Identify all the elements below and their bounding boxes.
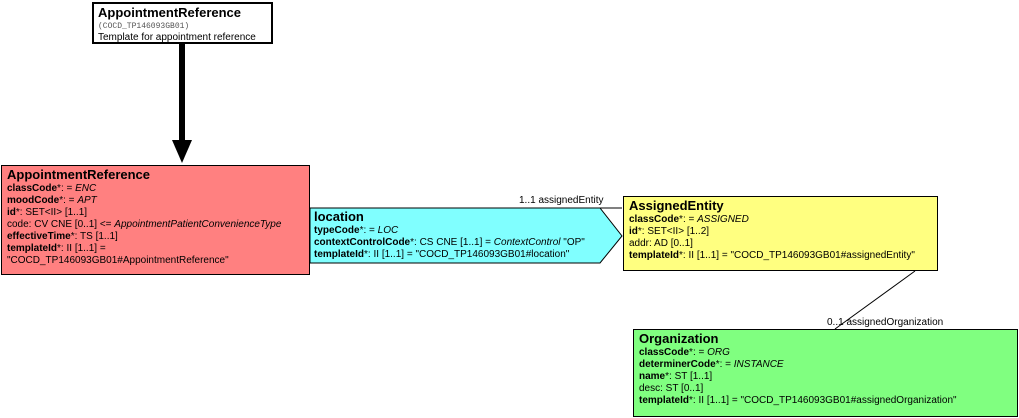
- attribute-name: classCode: [639, 347, 690, 358]
- appointment-reference-title: AppointmentReference: [7, 167, 151, 182]
- attribute-line: addr: AD [0..1]: [629, 238, 932, 250]
- attribute-req: *: [679, 250, 683, 261]
- attribute-text: "COCD_TP146093GB01#AppointmentReference": [7, 255, 229, 266]
- template-description: Template for appointment reference: [98, 32, 256, 43]
- attribute-rest: : =: [692, 347, 708, 358]
- attribute-line: id*: SET<II> [1..1]: [7, 207, 304, 219]
- attribute-rest: : =: [63, 195, 78, 206]
- attribute-req: *: [665, 371, 670, 382]
- attribute-req: *: [57, 183, 61, 194]
- attribute-text: addr: AD [0..1]: [629, 238, 693, 249]
- attribute-name: templateId: [639, 395, 690, 406]
- attribute-line: "COCD_TP146093GB01#AppointmentReference": [7, 255, 304, 267]
- assigned-entity-title: AssignedEntity: [629, 198, 724, 213]
- attribute-rest: : =: [719, 359, 734, 370]
- attribute-rest: : =: [682, 214, 698, 225]
- attribute-name: templateId: [7, 243, 58, 254]
- attribute-line: effectiveTime*: TS [1..1]: [7, 231, 304, 243]
- attribute-rest: : TS [1..1]: [74, 231, 118, 242]
- attribute-name: templateId: [314, 249, 365, 260]
- attribute-req: *: [57, 243, 61, 254]
- attribute-value: LOC: [377, 225, 399, 236]
- attribute-line: code: CV CNE [0..1] <= AppointmentPatien…: [7, 219, 304, 231]
- organization-box[interactable]: Organization classCode*: = ORG determiner…: [633, 329, 1018, 417]
- attribute-rest: : II [1..1] =: [60, 243, 106, 254]
- attribute-req: *: [59, 195, 64, 206]
- attribute-line: templateId*: II [1..1] = "COCD_TP146093G…: [314, 249, 596, 261]
- template-header-box[interactable]: AppointmentReference (COCD_TP146093GB01)…: [92, 2, 273, 44]
- attribute-rest: : II [1..1] = "COCD_TP146093GB01#locatio…: [367, 249, 570, 260]
- attribute-rest: : II [1..1] = "COCD_TP146093GB01#assigne…: [692, 395, 957, 406]
- location-title: location: [314, 209, 364, 224]
- appointment-reference-box[interactable]: AppointmentReference classCode*: = ENC mo…: [1, 165, 310, 275]
- attribute-line: classCode*: = ASSIGNED: [629, 214, 932, 226]
- attribute-req: *: [15, 207, 20, 218]
- attribute-name: id: [7, 207, 16, 218]
- appointment-reference-attributes: classCode*: = ENC moodCode*: = APT id*: SE…: [7, 183, 304, 267]
- attribute-rest: : SET<II> [1..2]: [641, 226, 710, 237]
- attribute-req: *: [359, 225, 364, 236]
- attribute-line: classCode*: = ENC: [7, 183, 304, 195]
- attribute-value: ORG: [707, 347, 730, 358]
- attribute-value: APT: [77, 195, 97, 206]
- organization-title: Organization: [639, 331, 719, 346]
- attribute-name: templateId: [629, 250, 680, 261]
- attribute-line: moodCode*: = APT: [7, 195, 304, 207]
- attribute-rest: : CS CNE [1..1] =: [414, 237, 494, 248]
- attribute-rest: : SET<II> [1..1]: [19, 207, 88, 218]
- assigned-entity-attributes: classCode*: = ASSIGNED id*: SET<II> [1..2…: [629, 214, 932, 262]
- attribute-line: templateId*: II [1..1] =: [7, 243, 304, 255]
- template-title: AppointmentReference: [98, 5, 242, 20]
- attribute-value: AppointmentPatientConvenienceType: [114, 219, 282, 230]
- attribute-line: determinerCode*: = INSTANCE: [639, 359, 1012, 371]
- location-box[interactable]: location typeCode*: = LOC contextControlC…: [310, 208, 600, 263]
- attribute-req: *: [637, 226, 642, 237]
- template-code: (COCD_TP146093GB01): [98, 22, 190, 31]
- attribute-name: moodCode: [7, 195, 60, 206]
- attribute-req: *: [689, 347, 693, 358]
- attribute-req: *: [70, 231, 75, 242]
- attribute-name: name: [639, 371, 666, 382]
- attribute-line: contextControlCode*: CS CNE [1..1] = Con…: [314, 237, 596, 249]
- attribute-line: typeCode*: = LOC: [314, 225, 596, 237]
- attribute-name: classCode: [7, 183, 58, 194]
- attribute-rest: : II [1..1] = "COCD_TP146093GB01#assigne…: [682, 250, 915, 261]
- attribute-line: templateId*: II [1..1] = "COCD_TP146093G…: [629, 250, 932, 262]
- attribute-name: determinerCode: [639, 359, 716, 370]
- attribute-line: templateId*: II [1..1] = "COCD_TP146093G…: [639, 395, 1012, 407]
- location-shape: [309, 207, 623, 264]
- attribute-rest: : ST [1..1]: [669, 371, 713, 382]
- attribute-line: name*: ST [1..1]: [639, 371, 1012, 383]
- attribute-rest: : =: [60, 183, 76, 194]
- attribute-req: *: [364, 249, 368, 260]
- attribute-name: id: [629, 226, 638, 237]
- attribute-name: classCode: [629, 214, 680, 225]
- location-attributes: typeCode*: = LOC contextControlCode*: CS …: [314, 225, 596, 261]
- assigned-organization-link: [834, 270, 916, 330]
- assigned-entity-box[interactable]: AssignedEntity classCode*: = ASSIGNED id*…: [623, 196, 938, 271]
- organization-attributes: classCode*: = ORG determinerCode*: = INST…: [639, 347, 1012, 407]
- attribute-value: ENC: [75, 183, 97, 194]
- attribute-name: effectiveTime: [7, 231, 71, 242]
- attribute-req: *: [679, 214, 683, 225]
- attribute-name: contextControlCode: [314, 237, 411, 248]
- attribute-value: INSTANCE: [733, 359, 784, 370]
- attribute-line: classCode*: = ORG: [639, 347, 1012, 359]
- attribute-rest: : =: [363, 225, 378, 236]
- attribute-name: typeCode: [314, 225, 360, 236]
- attribute-req: *: [410, 237, 415, 248]
- attribute-tail: "OP": [560, 237, 585, 248]
- attribute-text: code: CV CNE [0..1] <=: [7, 219, 115, 230]
- attribute-req: *: [689, 395, 693, 406]
- attribute-line: desc: ST [0..1]: [639, 383, 1012, 395]
- attribute-value: ContextControl: [493, 237, 561, 248]
- attribute-value: ASSIGNED: [697, 214, 749, 225]
- attribute-line: id*: SET<II> [1..2]: [629, 226, 932, 238]
- assigned-entity-label: 1..1 assignedEntity: [519, 195, 604, 206]
- attribute-text: desc: ST [0..1]: [639, 383, 704, 394]
- attribute-req: *: [715, 359, 720, 370]
- assigned-organization-label: 0..1 assignedOrganization: [827, 317, 944, 328]
- template-arrow-head: [172, 140, 192, 163]
